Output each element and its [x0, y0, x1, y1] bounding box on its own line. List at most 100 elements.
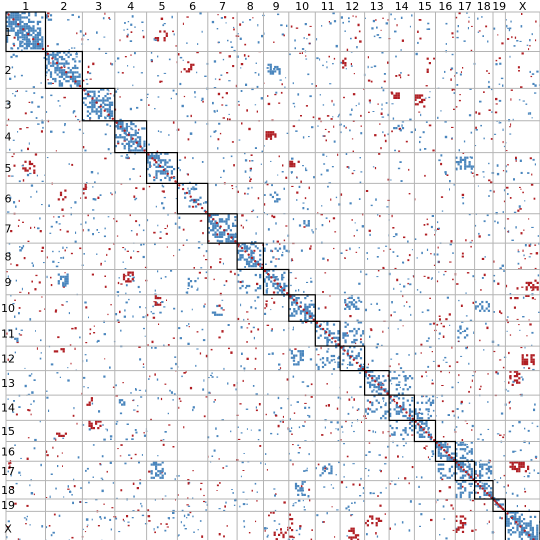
noise-cell — [85, 221, 87, 224]
noise-cell — [203, 305, 206, 308]
noise-cell — [180, 310, 183, 313]
noise-cell — [233, 384, 236, 387]
noise-cell — [173, 33, 175, 36]
noise-cell — [399, 161, 402, 163]
noise-cell — [369, 328, 373, 330]
noise-cell — [349, 247, 351, 251]
noise-cell — [167, 172, 169, 173]
noise-cell — [137, 405, 139, 407]
interaction-cell — [155, 157, 158, 160]
interaction-cell — [187, 70, 191, 73]
diagonal-mark — [55, 61, 59, 65]
noise-cell — [298, 533, 301, 536]
interaction-cell — [28, 27, 31, 30]
interaction-cell — [39, 42, 42, 45]
noise-cell — [477, 185, 479, 187]
interaction-cell — [125, 125, 128, 128]
interaction-cell — [111, 114, 114, 117]
interaction-cell — [435, 443, 438, 446]
noise-cell — [8, 329, 11, 332]
noise-cell — [490, 181, 493, 184]
interaction-cell — [457, 526, 460, 529]
noise-cell — [249, 246, 251, 249]
noise-cell — [204, 201, 208, 204]
noise-cell — [499, 434, 502, 436]
noise-cell — [92, 186, 94, 188]
interaction-cell — [317, 365, 320, 369]
noise-cell — [461, 410, 464, 413]
interaction-cell — [414, 98, 417, 101]
noise-cell — [379, 215, 381, 218]
noise-cell — [142, 35, 145, 39]
interaction-cell — [291, 160, 294, 163]
interaction-cell — [155, 463, 158, 466]
interaction-cell — [501, 503, 504, 506]
interaction-cell — [210, 229, 213, 232]
interaction-cell — [299, 312, 302, 315]
noise-cell — [318, 117, 321, 120]
noise-cell — [386, 206, 389, 208]
noise-cell — [452, 36, 454, 38]
diagonal-mark — [212, 218, 215, 221]
interaction-cell — [157, 157, 160, 160]
noise-cell — [278, 369, 281, 371]
noise-cell — [437, 116, 439, 119]
interaction-cell — [41, 36, 44, 39]
interaction-cell — [461, 463, 465, 466]
interaction-cell — [45, 71, 48, 74]
interaction-cell — [36, 38, 39, 41]
noise-cell — [351, 422, 353, 424]
diagonal-mark — [358, 364, 362, 368]
interaction-cell — [159, 159, 162, 162]
interaction-cell — [369, 381, 372, 384]
interaction-cell — [348, 361, 352, 364]
noise-cell — [18, 312, 20, 315]
noise-cell — [187, 61, 190, 64]
interaction-cell — [163, 39, 166, 42]
noise-cell — [71, 164, 74, 166]
noise-cell — [283, 295, 285, 297]
noise-cell — [205, 250, 208, 253]
interaction-cell — [100, 112, 103, 115]
interaction-cell — [507, 518, 510, 521]
interaction-cell — [523, 526, 526, 529]
noise-cell — [425, 448, 427, 450]
noise-cell — [477, 31, 480, 33]
interaction-cell — [36, 27, 39, 30]
interaction-cell — [523, 518, 526, 521]
noise-cell — [527, 112, 529, 115]
noise-cell — [305, 58, 308, 60]
diagonal-mark — [299, 305, 302, 308]
interaction-cell — [389, 370, 392, 373]
noise-cell — [141, 21, 144, 23]
interaction-cell — [32, 29, 35, 32]
noise-cell — [383, 250, 385, 252]
noise-cell — [507, 316, 509, 318]
interaction-block-13-13 — [364, 370, 389, 395]
noise-cell — [350, 514, 352, 517]
noise-cell — [358, 30, 361, 33]
noise-cell — [40, 82, 42, 84]
noise-cell — [18, 471, 21, 474]
interaction-cell — [241, 249, 244, 252]
interaction-cell — [332, 336, 336, 339]
interaction-cell — [406, 388, 409, 391]
interaction-cell — [514, 520, 517, 523]
interaction-cell — [344, 299, 347, 302]
noise-cell — [136, 233, 138, 236]
noise-cell — [325, 217, 328, 219]
noise-cell — [64, 124, 66, 127]
noise-cell — [330, 432, 332, 435]
noise-cell — [173, 255, 175, 257]
noise-cell — [153, 528, 155, 531]
noise-cell — [385, 487, 387, 489]
noise-cell — [354, 501, 356, 504]
noise-cell — [40, 339, 42, 342]
interaction-cell — [274, 70, 277, 73]
interaction-cell — [28, 38, 31, 41]
noise-cell — [450, 78, 452, 81]
interaction-cell — [270, 249, 273, 252]
noise-cell — [33, 447, 36, 450]
interaction-cell — [58, 55, 61, 59]
noise-cell — [377, 269, 380, 272]
